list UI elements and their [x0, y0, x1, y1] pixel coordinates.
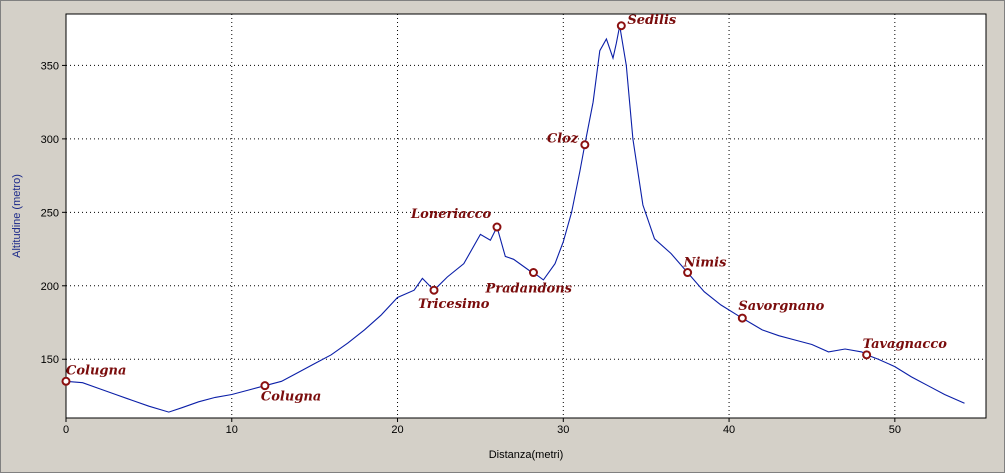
- waypoint-marker[interactable]: [862, 350, 872, 360]
- x-tick-label: 0: [63, 424, 69, 436]
- waypoint-marker[interactable]: [429, 285, 439, 295]
- waypoint-marker[interactable]: [737, 313, 747, 323]
- axis-ticks: 0 10 20 30 40 50 150 200 250 300 350: [41, 60, 901, 436]
- waypoint-label: Colugna: [66, 363, 126, 378]
- x-axis-label: Distanza(metri): [489, 449, 564, 461]
- y-tick-label: 200: [41, 281, 59, 293]
- x-tick-label: 50: [889, 424, 901, 436]
- x-tick-label: 10: [226, 424, 238, 436]
- x-tick-label: 30: [557, 424, 569, 436]
- y-tick-label: 350: [41, 60, 59, 72]
- waypoint-marker[interactable]: [616, 21, 626, 31]
- waypoint-marker[interactable]: [492, 222, 502, 232]
- waypoint-markers: Colugna Colugna Tricesimo Loneriacco Pradand…: [61, 13, 948, 405]
- waypoint-label: Nimis: [683, 256, 728, 271]
- y-axis-label: Altitudine (metro): [11, 174, 23, 258]
- waypoint-label: Loneriacco: [410, 207, 492, 222]
- waypoint-label: Cloz: [547, 132, 579, 147]
- waypoint-label: Savorgnano: [738, 299, 824, 314]
- plot-area: [65, 13, 987, 419]
- waypoint-label: Tavagnacco: [863, 337, 948, 352]
- elevation-line: [65, 25, 965, 413]
- y-tick-label: 250: [41, 207, 59, 219]
- waypoint-label: Tricesimo: [418, 297, 490, 312]
- waypoint-marker[interactable]: [528, 268, 538, 278]
- waypoint-marker[interactable]: [61, 376, 71, 386]
- y-tick-label: 300: [41, 134, 59, 146]
- waypoint-marker[interactable]: [580, 140, 590, 150]
- waypoint-marker[interactable]: [683, 268, 693, 278]
- waypoint-label: Sedilis: [627, 13, 677, 28]
- grid: [66, 14, 986, 418]
- x-tick-label: 20: [391, 424, 403, 436]
- waypoint-marker[interactable]: [260, 381, 270, 391]
- waypoint-label: Colugna: [261, 390, 321, 405]
- y-tick-label: 150: [41, 354, 59, 366]
- x-tick-label: 40: [723, 424, 735, 436]
- waypoint-label: Pradandons: [484, 282, 572, 297]
